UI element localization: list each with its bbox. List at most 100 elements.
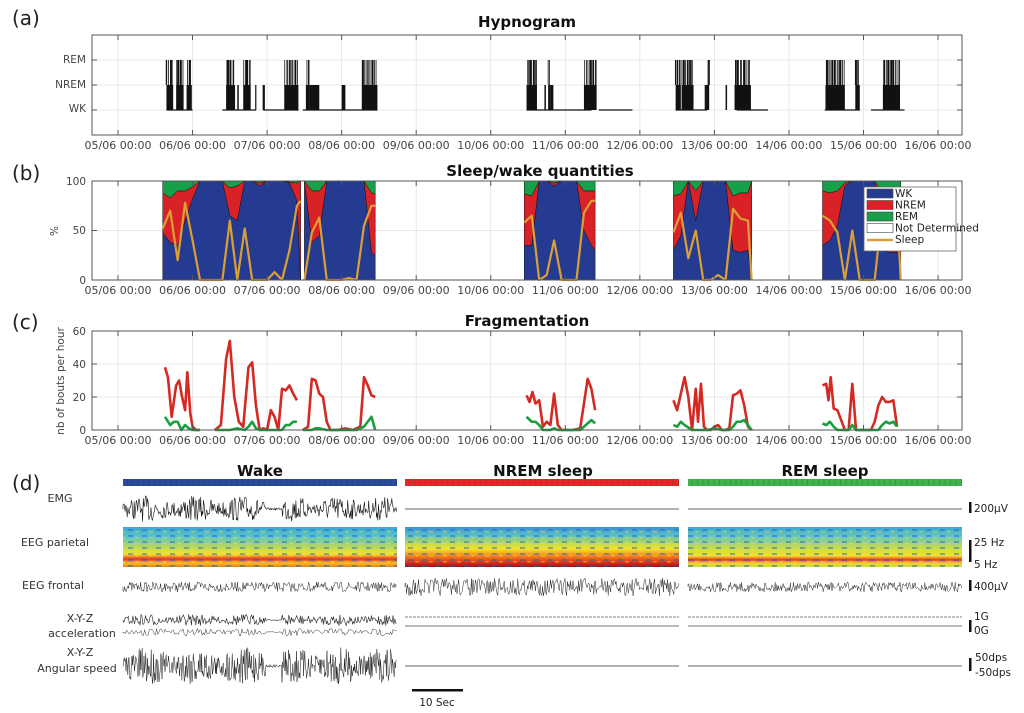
scale-bar-eeg-frontal <box>969 580 972 591</box>
y-tick-label: WK <box>69 103 87 115</box>
x-tick-label: 07/06 00:00 <box>234 434 301 447</box>
x-tick-label: 06/06 00:00 <box>159 284 226 297</box>
x-tick-label: 11/06 00:00 <box>532 139 599 152</box>
x-tick-label: 15/06 00:00 <box>830 139 897 152</box>
x-tick-label: 07/06 00:00 <box>234 284 301 297</box>
row-label-acceleration-2: acceleration <box>48 627 116 640</box>
signal-eeg-frontal <box>687 581 962 593</box>
panel-label-a: (a) <box>12 6 40 30</box>
state-title-nrem: NREM sleep <box>493 462 593 480</box>
hypnogram-burst <box>526 85 537 110</box>
hypnogram-burst <box>725 85 728 110</box>
line-nrem-rem <box>214 420 297 432</box>
sleep-wake-chart: Sleep/wake quantities 05/06 00:00 06/06 0… <box>49 162 979 297</box>
x-tick-label: 12/06 00:00 <box>606 139 673 152</box>
hypnogram-burst <box>544 85 546 110</box>
spectrogram-texture <box>405 527 679 567</box>
scale-bar-angular <box>969 658 972 671</box>
state-title-wake: Wake <box>237 462 283 480</box>
row-label-angular-2: Angular speed <box>37 662 117 675</box>
x-tick-label: 14/06 00:00 <box>755 284 822 297</box>
scale-bar-acceleration <box>969 620 972 632</box>
line-nrem-rem <box>672 418 753 432</box>
signal-acceleration <box>122 613 397 627</box>
y-tick-label: 60 <box>73 326 86 338</box>
legend-label: Not Determined <box>895 223 979 235</box>
hypnogram-burst <box>243 85 251 110</box>
x-tick-label: 10/06 00:00 <box>457 284 524 297</box>
x-tick-label: 11/06 00:00 <box>532 284 599 297</box>
y-tick-label: 0 <box>79 425 86 437</box>
signal-angular-speed <box>122 647 397 685</box>
x-tick-label: 08/06 00:00 <box>308 284 375 297</box>
state-bar-0 <box>123 479 397 486</box>
hypnogram-burst <box>855 85 860 110</box>
y-tick-label: REM <box>63 54 86 66</box>
x-tick-label: 16/06 00:00 <box>905 284 972 297</box>
x-tick-label: 16/06 00:00 <box>905 434 972 447</box>
hypnogram-burst <box>309 85 320 110</box>
y-axis-label: nb of bouts per hour <box>55 327 67 435</box>
time-scale-label: 10 Sec <box>419 697 455 709</box>
fragmentation-axes-frame <box>91 330 963 431</box>
line-wk-nrem <box>525 377 597 432</box>
x-tick-label: 05/06 00:00 <box>85 434 152 447</box>
time-scale-bar <box>412 689 463 692</box>
x-tick-label: 10/06 00:00 <box>457 434 524 447</box>
legend-swatch-wk <box>866 188 894 199</box>
legend-swatch-nrem <box>866 200 894 210</box>
hypnogram-burst <box>825 85 845 110</box>
hypnogram-burst <box>706 85 710 110</box>
signal-acceleration <box>122 627 397 637</box>
x-tick-label: 16/06 00:00 <box>905 139 972 152</box>
hypnogram-burst <box>341 85 346 110</box>
scale-label-25hz: 25 Hz <box>974 537 1005 549</box>
x-tick-label: 14/06 00:00 <box>755 434 822 447</box>
line-wk-nrem <box>163 366 201 432</box>
y-tick-label: 50 <box>73 225 86 237</box>
legend-swatch-not-determined <box>866 223 894 233</box>
x-tick-label: 12/06 00:00 <box>606 284 673 297</box>
hypnogram-burst <box>186 85 192 110</box>
hypnogram-burst <box>704 85 707 110</box>
hypnogram-burst <box>734 85 751 110</box>
x-tick-label: 13/06 00:00 <box>681 434 748 447</box>
signal-eeg-frontal <box>122 581 397 593</box>
y-tick-label: 20 <box>73 392 86 404</box>
y-tick-label: NREM <box>55 79 86 91</box>
hypnogram-burst <box>361 85 378 110</box>
line-nrem-rem <box>525 415 596 432</box>
x-tick-label: 15/06 00:00 <box>830 434 897 447</box>
hypnogram-burst <box>262 85 265 110</box>
scale-label-eeg-frontal: 400µV <box>974 581 1009 593</box>
hypnogram-burst <box>550 85 554 110</box>
panel-label-b: (b) <box>12 161 40 185</box>
hypnogram-chart: Hypnogram 05/06 00:00 06/06 00:00 07/06 00… <box>55 13 971 152</box>
legend-label: WK <box>895 188 913 200</box>
line-nrem-rem <box>821 420 899 432</box>
x-tick-label: 08/06 00:00 <box>308 434 375 447</box>
signal-emg <box>122 495 397 522</box>
legend-label: REM <box>895 211 918 223</box>
x-tick-label: 15/06 00:00 <box>830 284 897 297</box>
signal-eeg-frontal <box>404 577 679 597</box>
state-bar-1 <box>405 479 679 486</box>
line-sleep <box>161 200 302 282</box>
y-axis-label: % <box>49 226 61 236</box>
scale-label-emg: 200µV <box>974 503 1009 515</box>
hypnogram-burst <box>284 85 299 110</box>
hypnogram-burst <box>882 85 901 110</box>
hypnogram-burst <box>305 85 310 110</box>
legend-swatch-rem <box>866 211 894 222</box>
hypnogram-burst <box>675 85 681 110</box>
panel-label-d: (d) <box>12 471 40 495</box>
scale-label-1g: 1G <box>974 611 989 623</box>
row-label-emg: EMG <box>48 492 73 505</box>
hypnogram-burst <box>548 85 551 110</box>
panel-label-c: (c) <box>12 310 39 334</box>
y-tick-label: 40 <box>73 359 86 371</box>
scale-label-5hz: 5 Hz <box>974 559 998 571</box>
row-label-acceleration-1: X-Y-Z <box>67 612 94 625</box>
x-tick-label: 05/06 00:00 <box>85 139 152 152</box>
row-label-eeg-parietal: EEG parietal <box>21 536 89 549</box>
